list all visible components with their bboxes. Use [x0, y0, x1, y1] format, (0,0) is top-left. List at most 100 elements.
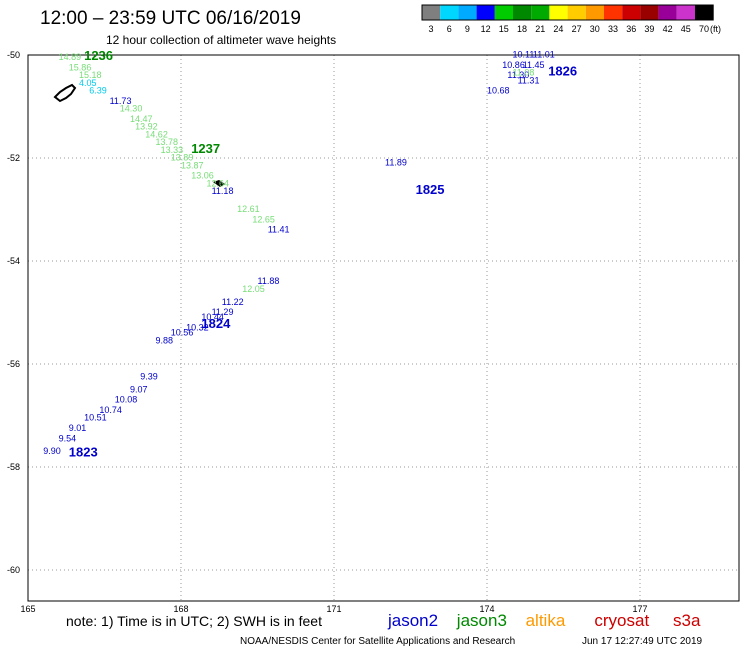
track-time-label: 1825 [416, 182, 445, 197]
chart-title: 12:00 – 23:59 UTC 06/16/2019 [40, 8, 301, 29]
legend-value: 6 [447, 24, 452, 34]
legend-unit: (ft) [710, 24, 721, 34]
wave-height-point: 14.47 [130, 114, 153, 124]
satellite-name: jason3 [456, 611, 507, 630]
satellite-name: jason2 [387, 611, 438, 630]
wave-height-point: 14.89 [59, 52, 82, 62]
x-tick-label: 165 [20, 604, 35, 614]
footer: note: 1) Time is in UTC; 2) SWH is in fe… [66, 611, 703, 647]
x-tick-label: 168 [173, 604, 188, 614]
legend-swatch [676, 5, 695, 20]
legend-swatch [567, 5, 586, 20]
legend-swatch [585, 5, 604, 20]
wave-height-point: 9.01 [69, 423, 87, 433]
legend-value: 24 [553, 24, 563, 34]
legend-value: 70 [699, 24, 709, 34]
legend-swatch [531, 5, 550, 20]
legend-swatch [422, 5, 441, 20]
map-grid [27, 54, 739, 601]
track-1236: 14.8915.8615.184.056.3911.7314.3014.4713… [59, 48, 234, 196]
wave-height-point: 10.56 [171, 328, 194, 338]
wave-height-point: 10.11 [513, 50, 535, 60]
wave-height-point: 9.39 [140, 371, 158, 381]
x-tick-label: 177 [632, 604, 647, 614]
track-time-label: 1823 [69, 445, 98, 460]
wave-height-point: 13.89 [171, 153, 194, 163]
legend-swatch [622, 5, 641, 20]
legend-swatch [549, 5, 568, 20]
y-tick-label: -50 [7, 50, 20, 60]
wave-height-point: 10.51 [84, 413, 107, 423]
island-outline [53, 83, 225, 187]
color-legend: 3 6 9 12 15 18 21 24 27 30 33 36 39 42 45 70 (ft) [421, 4, 721, 34]
wave-height-point: 14.62 [145, 129, 168, 139]
legend-value: 39 [644, 24, 654, 34]
satellite-name: cryosat [594, 611, 649, 630]
wave-height-point: 10.74 [99, 405, 122, 415]
legend-border [421, 4, 714, 21]
wave-height-point: 11.45 [523, 60, 545, 70]
satellite-legend: jason2 jason3 altika cryosat s3a [387, 611, 701, 630]
legend-swatch [604, 5, 623, 20]
track-time-label: 1237 [191, 141, 220, 156]
y-tick-label: -56 [7, 359, 20, 369]
chart-subtitle: 12 hour collection of altimeter wave hei… [106, 33, 336, 47]
legend-value: 9 [465, 24, 470, 34]
wave-height-point: 11.41 [268, 225, 290, 235]
track-layer: 14.8915.8615.184.056.3911.7314.3014.4713… [43, 48, 577, 460]
longitude-tick-labels: 165 168 171 174 177 [20, 604, 647, 614]
y-tick-label: -60 [7, 565, 20, 575]
y-tick-label: -58 [7, 462, 20, 472]
wave-height-point: 11.30 [507, 70, 529, 80]
y-tick-label: -52 [7, 153, 20, 163]
track-1825: 11.89 1825 [385, 158, 445, 197]
legend-value: 21 [535, 24, 545, 34]
track-time-label: 1236 [84, 48, 113, 63]
wave-height-point: 15.86 [69, 62, 92, 72]
x-tick-label: 174 [479, 604, 494, 614]
legend-value: 45 [681, 24, 691, 34]
legend-swatch [513, 5, 532, 20]
wave-height-point: 9.54 [59, 433, 77, 443]
wave-height-point: 10.68 [487, 86, 510, 96]
wave-height-point: 11.29 [212, 307, 234, 317]
legend-value: 36 [626, 24, 636, 34]
wave-height-point: 11.88 [258, 276, 280, 286]
track-time-label: 1826 [548, 64, 577, 79]
wave-height-point: 12.65 [252, 214, 275, 224]
wave-height-point: 12.05 [242, 284, 265, 294]
footer-credit: NOAA/NESDIS Center for Satellite Applica… [240, 636, 515, 647]
track-time-label: 1824 [201, 316, 231, 331]
wave-height-point: 6.39 [89, 86, 107, 96]
legend-swatch [695, 5, 714, 20]
legend-swatch [458, 5, 477, 20]
wave-height-point: 13.78 [156, 137, 179, 147]
x-tick-label: 171 [326, 604, 341, 614]
wave-height-point: 10.44 [201, 312, 224, 322]
wave-height-point: 9.90 [43, 446, 61, 456]
legend-value: 30 [590, 24, 600, 34]
wave-height-point: 11.73 [110, 96, 132, 106]
legend-value: 3 [428, 24, 433, 34]
legend-value: 12 [481, 24, 491, 34]
legend-swatch [494, 5, 513, 20]
legend-value: 15 [499, 24, 509, 34]
satellite-name: altika [526, 611, 566, 630]
wave-height-point: 13.87 [181, 160, 204, 170]
plot-frame [27, 54, 740, 602]
legend-value: 27 [572, 24, 582, 34]
latitude-tick-labels: -50 -52 -54 -56 -58 -60 [7, 50, 20, 575]
legend-value: 18 [517, 24, 527, 34]
wave-height-point: 11.89 [385, 158, 407, 168]
wave-height-point: 13.92 [135, 122, 158, 132]
wave-height-point: 12.61 [237, 204, 260, 214]
satellite-name: s3a [673, 611, 701, 630]
wave-height-point: 13.06 [191, 171, 214, 181]
wave-height-point: 14.30 [120, 104, 143, 114]
legend-value: 42 [663, 24, 673, 34]
legend-swatch [658, 5, 677, 20]
